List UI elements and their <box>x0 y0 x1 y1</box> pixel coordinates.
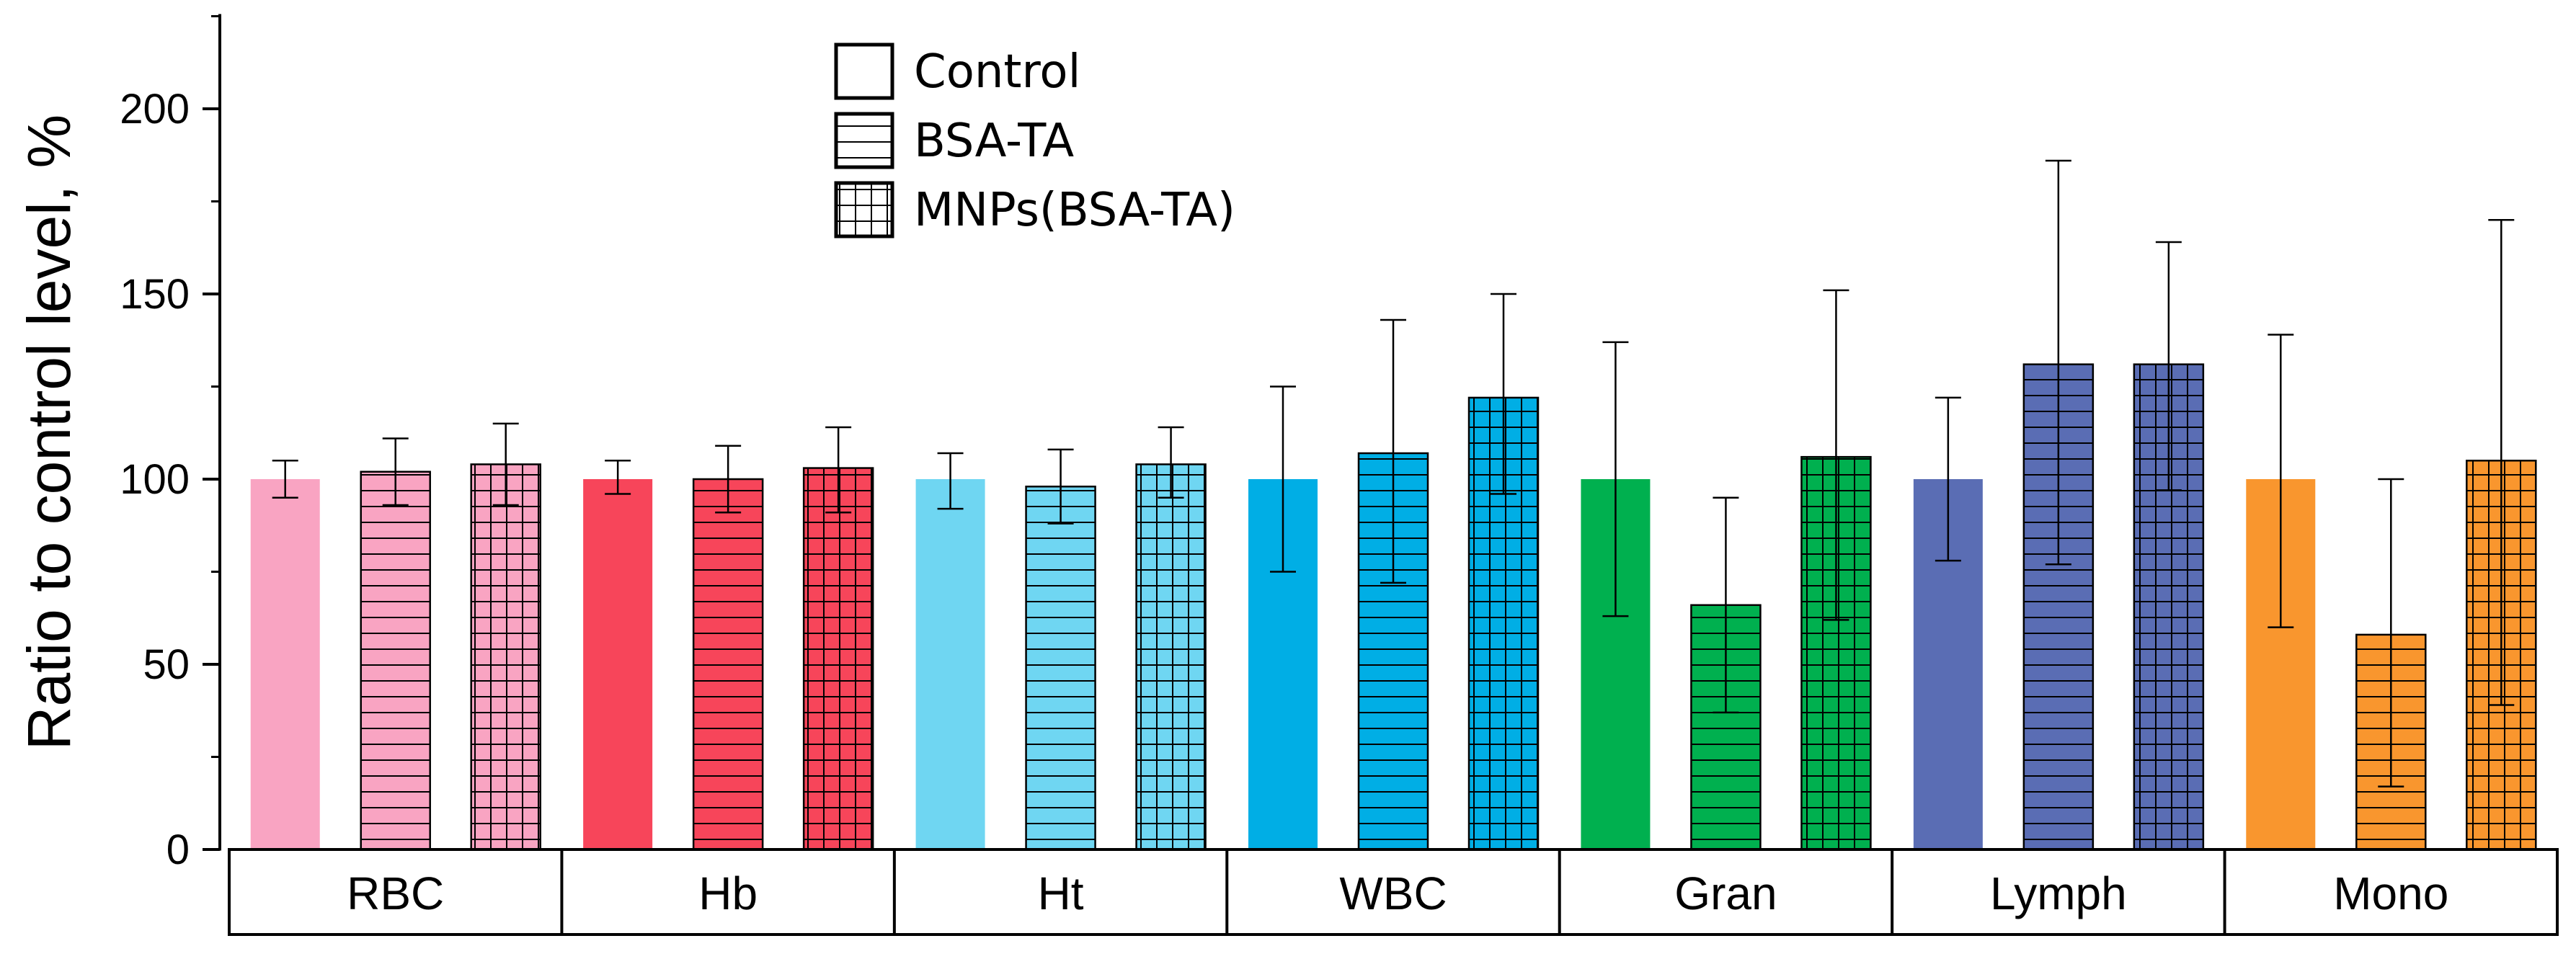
error-bars <box>272 159 2515 788</box>
y-tick-label: 200 <box>120 86 190 133</box>
legend-entry: Control <box>834 43 1080 100</box>
legend-label: Control <box>914 45 1080 99</box>
legend-swatch <box>836 45 892 98</box>
category-label: Lymph <box>1990 867 2127 919</box>
legend-swatch-pattern <box>836 114 892 167</box>
category-label: Mono <box>2333 867 2448 919</box>
bar <box>583 479 653 849</box>
bar-pattern <box>1026 486 1096 849</box>
legend-swatch-pattern <box>836 183 892 236</box>
legend-entry: BSA-TA <box>834 112 1074 169</box>
category-label: Hb <box>698 867 758 919</box>
bar-pattern <box>471 464 541 849</box>
y-tick-label: 100 <box>120 456 190 503</box>
category-label: Gran <box>1674 867 1777 919</box>
legend: Control BSA-TA MNPs(BSA-TA) <box>834 43 1235 238</box>
category-label: WBC <box>1339 867 1447 919</box>
legend-entry: MNPs(BSA-TA) <box>834 181 1235 238</box>
legend-label: MNPs(BSA-TA) <box>914 184 1235 237</box>
y-tick-label: 50 <box>143 641 190 688</box>
category-label: RBC <box>347 867 444 919</box>
legend-label: BSA-TA <box>914 115 1074 168</box>
bar-pattern <box>804 468 874 849</box>
bar <box>915 479 985 849</box>
y-axis: 0 50 100 150 200 <box>120 14 221 873</box>
y-axis-label: Ratio to control level, % <box>15 115 83 750</box>
category-label: Ht <box>1038 867 1084 919</box>
bar-pattern <box>360 471 430 849</box>
category-axis-frame <box>228 848 2559 936</box>
legend-swatch-outline <box>834 112 894 169</box>
bar-pattern <box>693 479 763 849</box>
bar <box>250 479 320 849</box>
y-tick-label: 0 <box>166 826 190 873</box>
legend-swatch-outline <box>834 43 894 100</box>
bars <box>250 363 2537 851</box>
bar-pattern <box>1136 464 1206 849</box>
category-axis: RBC Hb Ht WBC Gran Lymph Mono <box>228 848 2559 936</box>
y-tick-label: 150 <box>120 271 190 318</box>
legend-swatch-outline <box>834 181 894 238</box>
